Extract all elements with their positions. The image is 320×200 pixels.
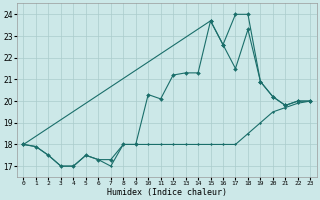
X-axis label: Humidex (Indice chaleur): Humidex (Indice chaleur) xyxy=(107,188,227,197)
